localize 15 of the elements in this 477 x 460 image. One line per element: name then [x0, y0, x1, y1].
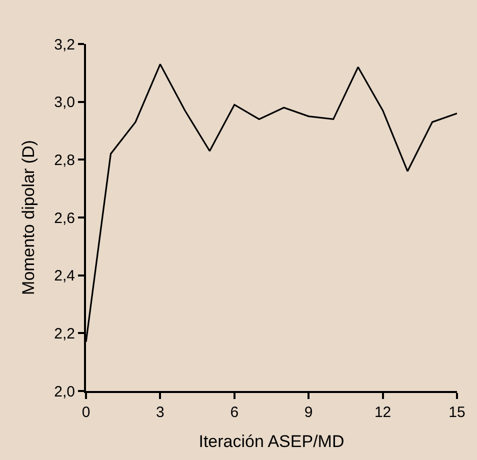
x-axis-title: Iteración ASEP/MD — [198, 432, 344, 451]
x-tick-label: 6 — [230, 404, 239, 421]
y-axis-title: Momento dipolar (D) — [19, 140, 38, 295]
y-tick-label: 2,4 — [54, 268, 75, 285]
y-tick-label: 2,8 — [54, 152, 75, 169]
y-tick-label: 2,2 — [54, 325, 75, 342]
x-tick-label: 12 — [374, 404, 392, 421]
x-tick-label: 15 — [448, 404, 466, 421]
x-tick-label: 0 — [82, 404, 90, 421]
x-tick-label: 3 — [156, 404, 164, 421]
y-tick-label: 2,6 — [54, 210, 75, 227]
y-tick-label: 2,0 — [54, 383, 75, 400]
y-tick-label: 3,2 — [54, 36, 75, 54]
x-tick-label: 9 — [304, 404, 313, 421]
y-tick-label: 3,0 — [54, 94, 75, 112]
